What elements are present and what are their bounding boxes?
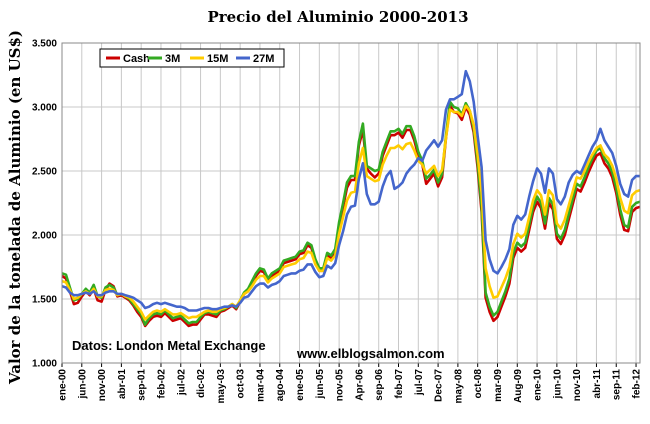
y-tick-label: 3.500: [32, 39, 57, 50]
x-tick-label: mar-04: [255, 369, 266, 402]
x-tick-label: jun-05: [315, 369, 326, 400]
x-tick-label: jul-07: [414, 369, 425, 397]
series-line-27m: [61, 69, 640, 312]
x-tick-label: dic-02: [196, 369, 207, 398]
x-tick-label: nov-05: [335, 369, 346, 402]
x-tick-label: oct-03: [236, 369, 247, 399]
x-tick-label: mar-09: [493, 369, 504, 402]
x-tick-label: may-03: [216, 369, 227, 404]
x-tick-label: abr-11: [592, 369, 603, 399]
chart-title: Precio del Aluminio 2000-2013: [207, 8, 468, 26]
x-tick-label: Dec-07: [434, 369, 445, 402]
x-tick-label: feb-07: [394, 369, 405, 399]
x-tick-label: feb-02: [156, 369, 167, 399]
series-line-15m: [61, 104, 641, 321]
x-tick-label: jun-10: [552, 369, 563, 400]
website-annotation: www.elblogsalmon.com: [296, 346, 445, 361]
x-tick-label: ene-05: [295, 369, 306, 401]
y-tick-label: 1.500: [32, 295, 57, 306]
source-annotation: Datos: London Metal Exchange: [72, 338, 266, 353]
x-tick-label: ene-10: [533, 369, 544, 401]
x-tick-label: abr-01: [117, 369, 128, 399]
series-lines: [61, 69, 641, 328]
x-tick-label: jul-02: [176, 369, 187, 397]
legend-label-3m: 3M: [165, 53, 180, 65]
legend-label-15m: 15M: [207, 53, 228, 65]
chart-legend: Cash 3M 15M 27M: [99, 48, 285, 68]
x-tick-label: may-08: [453, 369, 464, 404]
legend-label-27m: 27M: [253, 53, 274, 65]
axes: 1.000 1.500 2.000 2.500 3.000 3.500 ene-00 jun-…: [32, 39, 643, 404]
x-tick-label: jun-00: [77, 369, 88, 400]
x-tick-label: feb-12: [632, 369, 643, 399]
x-tick-label: Apr-06: [354, 369, 365, 401]
x-tick-label: oct-08: [473, 369, 484, 399]
y-tick-label: 2.000: [32, 231, 57, 242]
y-axis-label: Valor de la tonelada de Aluminio (en US$…: [6, 30, 24, 385]
x-tick-label: sep-06: [374, 369, 385, 401]
y-tick-label: 1.000: [32, 359, 57, 370]
x-tick-label: ago-04: [275, 369, 286, 402]
plot-frame: [61, 42, 641, 364]
x-tick-label: nov-10: [572, 369, 583, 402]
x-tick-label: Aug-09: [513, 369, 524, 403]
x-tick-label: nov-00: [97, 369, 108, 402]
y-tick-label: 3.000: [32, 103, 57, 114]
y-tick-label: 2.500: [32, 167, 57, 178]
x-tick-label: sep-01: [137, 369, 148, 401]
series-line-3m: [61, 100, 641, 326]
legend-label-cash: Cash: [123, 53, 150, 65]
x-tick-label: sep-11: [612, 369, 623, 401]
x-tick-label: ene-00: [58, 369, 69, 401]
